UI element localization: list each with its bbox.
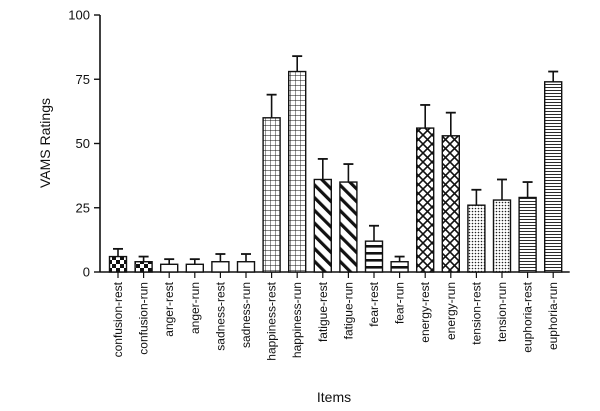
bar-sadness-rest	[211, 261, 230, 273]
x-tick-label: anger-rest	[162, 281, 176, 336]
y-tick-label: 25	[76, 200, 90, 215]
error-bar-happiness-rest	[266, 93, 277, 118]
x-tick-label: euphoria-rest	[521, 281, 535, 352]
error-bar-sadness-rest	[215, 253, 226, 262]
error-bar-happiness-run	[292, 55, 303, 72]
error-bars-group	[113, 55, 559, 265]
error-bar-fear-rest	[369, 224, 379, 242]
y-tick-label: 75	[76, 72, 90, 87]
error-bar-fatigue-run	[343, 163, 354, 183]
y-tick-label: 50	[76, 136, 90, 151]
bar-fatigue-rest	[313, 178, 332, 273]
x-tick-labels: confusion-rest confusion-run anger-rest ang…	[111, 281, 560, 360]
x-tick-label: sadness-run	[239, 282, 253, 348]
error-bar-fatigue-rest	[317, 158, 328, 180]
x-tick-label: energy-run	[444, 282, 458, 340]
bar-anger-rest	[159, 263, 179, 273]
x-tick-label: fear-rest	[367, 281, 381, 326]
x-tick-label: fatigue-run	[341, 282, 355, 339]
x-tick-label: euphoria-run	[546, 282, 560, 350]
x-tick-label: fear-run	[393, 282, 407, 324]
bar-fatigue-run	[339, 181, 358, 273]
x-tick-label: confusion-run	[137, 282, 151, 355]
x-tick-label: anger-run	[188, 282, 202, 334]
y-tick-label: 100	[68, 8, 90, 23]
error-bar-tension-rest	[471, 188, 482, 206]
bar-fear-rest	[364, 240, 384, 273]
error-bar-energy-run	[445, 111, 456, 136]
error-bar-fear-run	[394, 255, 405, 262]
x-tick-label: happiness-rest	[265, 281, 279, 360]
bar-happiness-run	[288, 70, 307, 273]
error-bar-anger-run	[189, 258, 200, 265]
y-axis: 0 25 50 75 100	[68, 8, 101, 280]
x-tick-label: tension-run	[495, 282, 509, 342]
y-axis-label: VAMS Ratings	[37, 98, 53, 188]
bar-confusion-run	[134, 261, 153, 273]
bar-energy-run	[441, 135, 460, 273]
bar-euphoria-run	[544, 81, 563, 273]
bar-sadness-run	[236, 261, 256, 273]
x-axis-label: Items	[317, 389, 351, 405]
bar-fear-run	[390, 261, 409, 273]
error-bar-confusion-run	[138, 255, 149, 262]
bars-group	[108, 70, 563, 273]
error-bar-sadness-run	[241, 253, 251, 262]
x-tick-label: sadness-rest	[213, 281, 227, 350]
error-bar-euphoria-run	[548, 70, 559, 82]
y-tick-label: 0	[83, 265, 90, 280]
error-bar-tension-run	[497, 178, 507, 201]
bar-happiness-rest	[262, 117, 281, 273]
bar-energy-rest	[416, 127, 435, 273]
x-tick-label: happiness-run	[290, 282, 304, 358]
bar-euphoria-rest	[518, 196, 537, 273]
bar-anger-run	[185, 263, 205, 273]
error-bar-confusion-rest	[113, 247, 123, 257]
bar-tension-run	[492, 199, 512, 273]
x-tick-label: energy-rest	[418, 281, 432, 342]
x-axis	[100, 271, 570, 278]
x-tick-label: tension-rest	[469, 281, 483, 344]
bar-tension-rest	[467, 204, 486, 273]
x-tick-label: fatigue-rest	[316, 281, 330, 342]
error-bar-euphoria-rest	[522, 181, 533, 198]
error-bar-energy-rest	[420, 104, 431, 129]
x-tick-label: confusion-rest	[111, 281, 125, 357]
error-bar-anger-rest	[164, 258, 175, 265]
bar-confusion-rest	[108, 255, 128, 273]
